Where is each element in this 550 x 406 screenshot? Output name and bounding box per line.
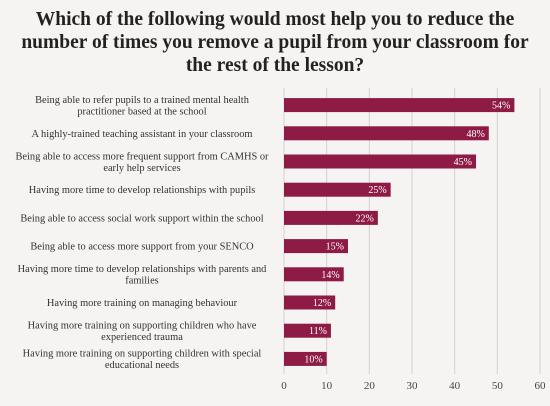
data-label: 11% xyxy=(309,326,327,337)
bar xyxy=(284,239,348,254)
bar xyxy=(284,182,391,197)
data-label: 45% xyxy=(454,157,472,168)
category-label: Being able to access social work support… xyxy=(20,213,263,224)
data-label: 12% xyxy=(313,298,331,309)
category-label: Being able to access more frequent suppo… xyxy=(15,151,269,174)
data-label: 54% xyxy=(492,101,510,112)
bar xyxy=(284,323,331,338)
x-tick-label: 50 xyxy=(492,380,504,392)
category-label: Having more time to develop relationship… xyxy=(29,185,256,196)
category-label: Having more training on supporting child… xyxy=(23,349,262,372)
bar xyxy=(284,126,489,141)
category-label: Having more training on supporting child… xyxy=(28,320,257,343)
category-label: Being able to access more support from y… xyxy=(30,242,254,253)
x-tick-label: 20 xyxy=(364,380,376,392)
data-label: 15% xyxy=(326,242,344,253)
x-tick-label: 10 xyxy=(321,380,333,392)
category-label: Having more training on managing behavio… xyxy=(47,298,238,309)
data-label: 10% xyxy=(304,354,322,365)
bar xyxy=(284,295,336,310)
data-label: 14% xyxy=(321,270,339,281)
bar xyxy=(284,267,344,282)
data-label: 22% xyxy=(356,213,374,224)
category-label: A highly-trained teaching assistant in y… xyxy=(31,129,252,140)
bar xyxy=(284,98,515,113)
bar xyxy=(284,210,378,225)
x-tick-label: 40 xyxy=(449,380,461,392)
x-tick-label: 60 xyxy=(535,380,547,392)
bar xyxy=(284,351,327,366)
x-tick-label: 0 xyxy=(281,380,287,392)
data-label: 48% xyxy=(466,129,484,140)
category-label: Having more time to develop relationship… xyxy=(18,264,268,287)
x-tick-label: 30 xyxy=(407,380,419,392)
chart-title: Which of the following would most help y… xyxy=(21,9,529,76)
data-label: 25% xyxy=(368,185,386,196)
bar xyxy=(284,154,476,169)
category-label: Being able to refer pupils to a trained … xyxy=(35,95,250,118)
